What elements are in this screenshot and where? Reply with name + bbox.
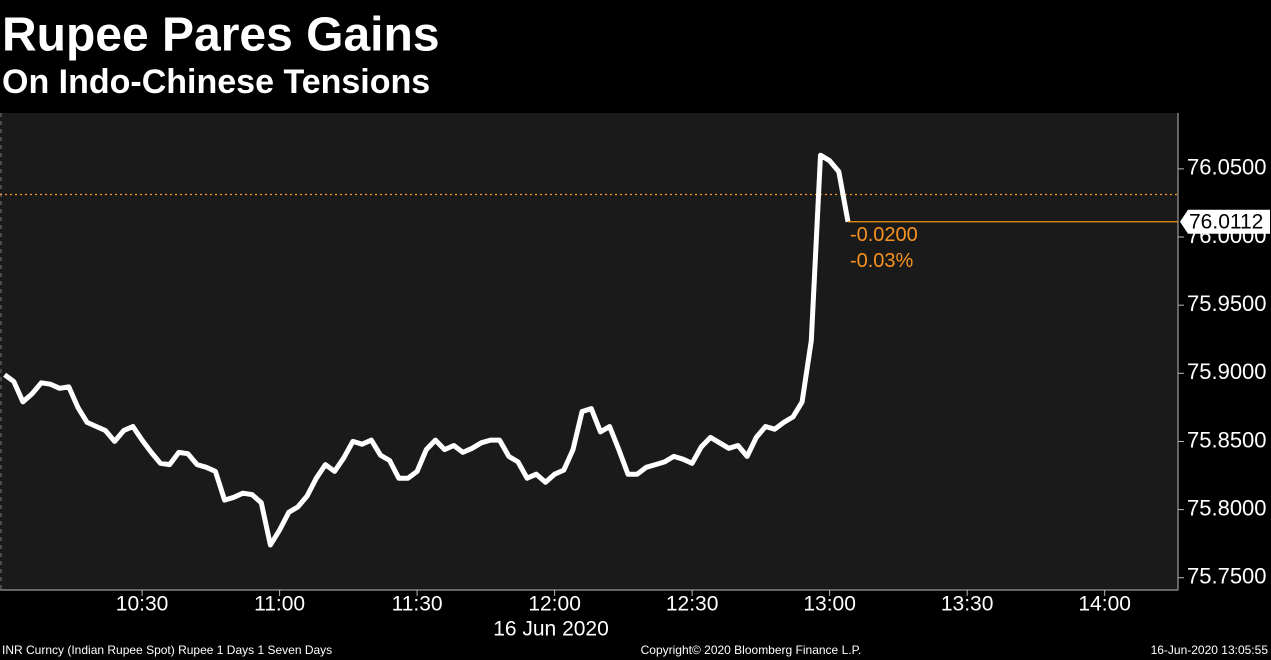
footer-right: 16-Jun-2020 13:05:55 xyxy=(1151,643,1269,657)
annotation: -0.03% xyxy=(850,250,914,272)
y-tick-label: 75.8000 xyxy=(1187,495,1267,520)
x-tick-label: 12:30 xyxy=(666,593,719,616)
y-tick-label: 75.9000 xyxy=(1187,359,1267,384)
y-tick-label: 75.8500 xyxy=(1187,427,1267,452)
x-tick-label: 10:30 xyxy=(116,593,169,616)
x-axis-label: 16 Jun 2020 xyxy=(493,618,609,641)
x-tick-label: 11:00 xyxy=(254,593,305,616)
price-line xyxy=(3,152,851,548)
chart-title: Rupee Pares Gains xyxy=(2,9,440,62)
x-tick-label: 13:30 xyxy=(941,593,994,616)
x-tick-label: 12:00 xyxy=(528,593,581,616)
annotation: -0.0200 xyxy=(850,224,918,246)
y-tick-label: 75.7500 xyxy=(1187,564,1267,589)
x-tick-label: 11:30 xyxy=(392,593,443,616)
plot-area xyxy=(0,113,1178,590)
last-value-box xyxy=(1180,209,1270,234)
footer-left: INR Curncy (Indian Rupee Spot) Rupee 1 D… xyxy=(2,643,332,657)
last-value-label: 76.0112 xyxy=(1189,210,1263,233)
footer-center: Copyright© 2020 Bloomberg Finance L.P. xyxy=(641,643,862,657)
y-tick-label: 75.9500 xyxy=(1187,291,1267,316)
y-tick-label: 76.0500 xyxy=(1187,155,1267,180)
x-tick-label: 14:00 xyxy=(1078,593,1131,616)
x-tick-label: 13:00 xyxy=(803,593,856,616)
chart-subtitle: On Indo-Chinese Tensions xyxy=(2,63,430,101)
